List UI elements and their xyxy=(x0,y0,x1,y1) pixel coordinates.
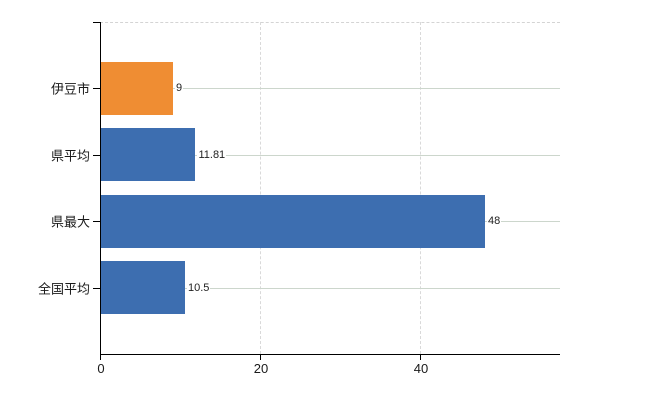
vertical-gridline xyxy=(420,22,421,354)
x-axis-tick xyxy=(260,354,261,360)
x-axis-tick-label: 40 xyxy=(413,361,429,376)
y-axis-tick xyxy=(93,154,100,156)
y-axis-tick xyxy=(93,88,100,90)
bar[interactable] xyxy=(101,61,173,115)
category-label: 伊豆市 xyxy=(50,81,90,97)
y-axis-line xyxy=(100,22,101,355)
y-axis-tick xyxy=(93,221,100,223)
horizontal-gridline xyxy=(101,88,560,90)
category-label: 県最大 xyxy=(50,214,90,230)
bar[interactable] xyxy=(101,261,185,315)
plot-top-border xyxy=(100,22,560,23)
bar-value-label: 9 xyxy=(175,82,184,95)
y-axis-tick xyxy=(93,287,100,289)
bar[interactable] xyxy=(101,128,196,182)
category-label: 県平均 xyxy=(50,148,90,164)
bar-value-label: 10.5 xyxy=(187,281,211,294)
x-axis-tick-label: 20 xyxy=(253,361,269,376)
bar[interactable] xyxy=(101,194,485,248)
bar-value-label: 11.81 xyxy=(197,148,227,161)
x-axis-tick xyxy=(420,354,421,360)
x-axis-tick-label: 0 xyxy=(97,361,105,376)
category-label: 全国平均 xyxy=(37,281,90,297)
x-axis-line xyxy=(100,354,560,355)
horizontal-gridline xyxy=(101,154,560,156)
x-axis-tick xyxy=(100,354,101,360)
y-axis-tick xyxy=(93,22,100,23)
vertical-gridline xyxy=(260,22,261,354)
horizontal-gridline xyxy=(101,287,560,289)
bar-value-label: 48 xyxy=(487,215,502,228)
